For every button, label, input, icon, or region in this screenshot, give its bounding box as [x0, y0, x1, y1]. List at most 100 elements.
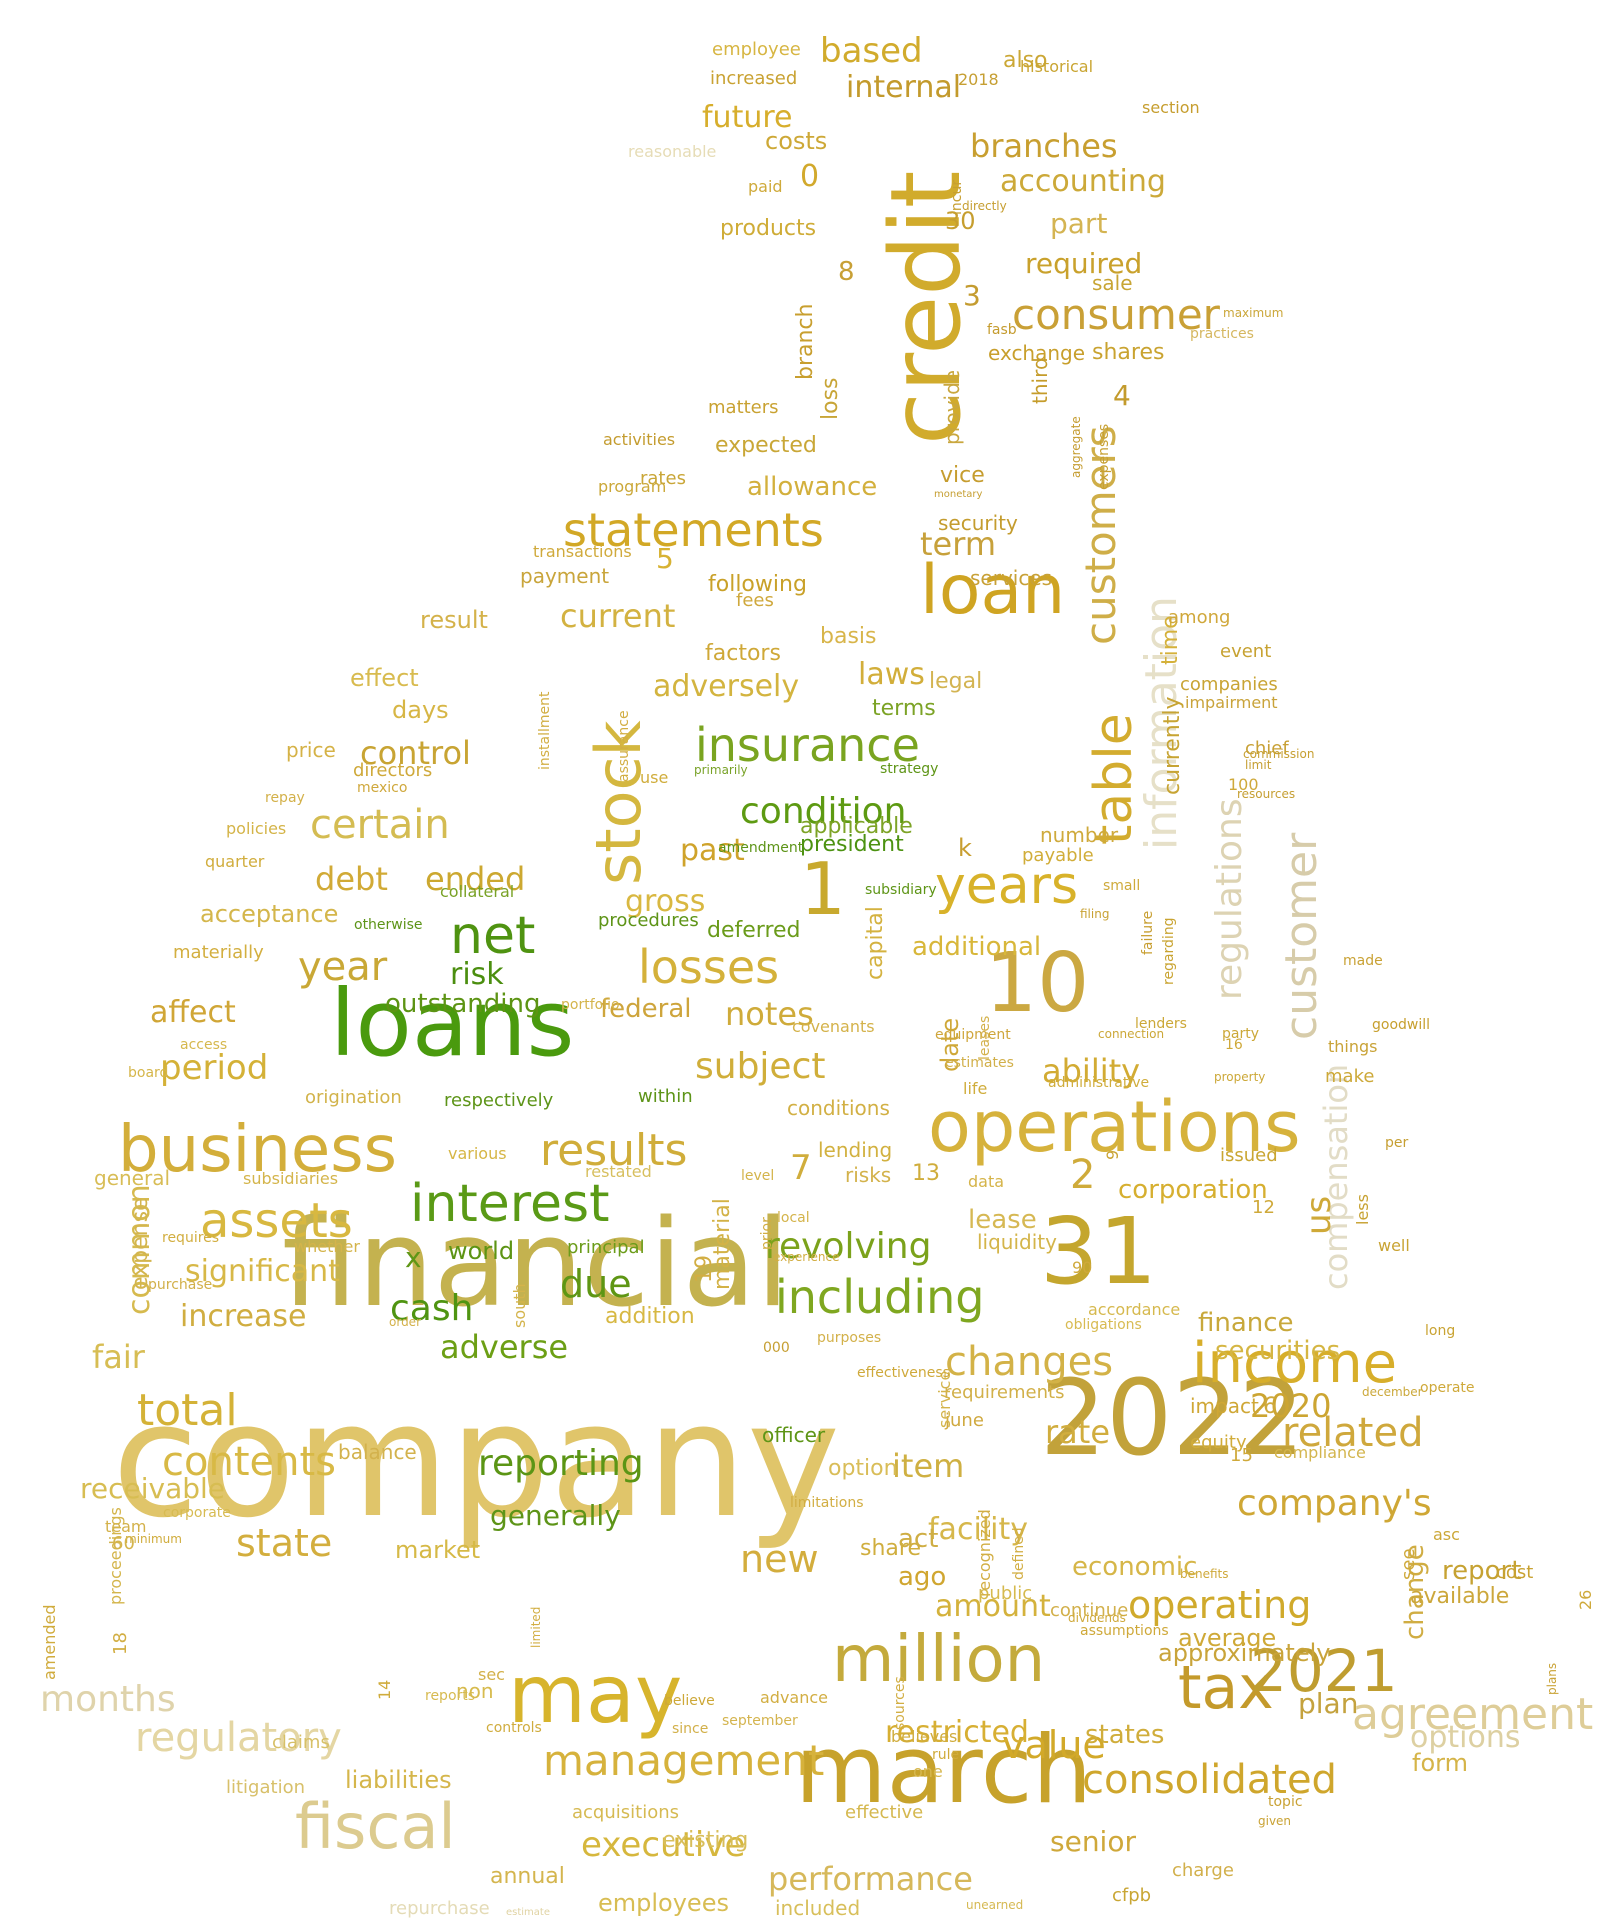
- word-total: total: [137, 1385, 238, 1436]
- word-see: see: [1398, 1548, 1419, 1580]
- word-litigation: litigation: [226, 1777, 305, 1798]
- word-term: term: [920, 525, 996, 563]
- word-cash: cash: [390, 1288, 474, 1329]
- word-third: third: [1028, 357, 1052, 404]
- word-dividends: dividends: [1068, 1611, 1126, 1625]
- word-adversely: adversely: [653, 669, 800, 704]
- word-directly: directly: [962, 199, 1007, 213]
- word-expenses: expenses: [1096, 423, 1112, 490]
- word-interest: interest: [410, 1174, 610, 1234]
- word-10: 10: [985, 936, 1090, 1031]
- word-securities: securities: [1215, 1336, 1341, 1366]
- word-proceedings: proceedings: [106, 1507, 125, 1605]
- word-amount: amount: [935, 1589, 1051, 1624]
- word-2018: 2018: [958, 70, 999, 89]
- word-past: past: [680, 833, 745, 868]
- word-estimates: estimates: [945, 1055, 1014, 1071]
- word-plan: plan: [1298, 1687, 1359, 1720]
- word-report: report: [1442, 1556, 1522, 1586]
- word-effect: effect: [350, 664, 419, 692]
- word-origination: origination: [305, 1087, 402, 1108]
- word-loan: loan: [920, 551, 1066, 630]
- word-economic: economic: [1072, 1552, 1198, 1582]
- word-life: life: [963, 1079, 988, 1098]
- word-historical: historical: [1020, 57, 1094, 76]
- word-local: local: [777, 1210, 810, 1226]
- word-fair: fair: [92, 1338, 145, 1376]
- word-new: new: [740, 1537, 819, 1581]
- word-corporate: corporate: [163, 1505, 231, 1521]
- word-average: average: [1178, 1624, 1277, 1652]
- word-tax: tax: [1178, 1653, 1274, 1723]
- word-asc: asc: [1433, 1525, 1460, 1544]
- word-subsidiary: subsidiary: [865, 882, 937, 898]
- word-lending: lending: [818, 1138, 893, 1162]
- word-purchase: purchase: [148, 1277, 213, 1293]
- word-2020: 2020: [1250, 1387, 1332, 1425]
- word-company-s: company's: [1237, 1483, 1432, 1524]
- word-assurance: assurance: [616, 710, 632, 782]
- word-limited: limited: [529, 1606, 543, 1648]
- word-federal: federal: [600, 994, 692, 1024]
- word-officer: officer: [762, 1423, 826, 1447]
- word-states: states: [1085, 1720, 1165, 1750]
- word-assets: assets: [200, 1193, 353, 1249]
- word-reporting: reporting: [478, 1443, 644, 1484]
- word-general: general: [94, 1166, 171, 1190]
- word-increase: increase: [180, 1299, 307, 1334]
- word-reports: reports: [425, 1688, 476, 1704]
- word-amended: amended: [40, 1604, 59, 1680]
- word-number: number: [1040, 823, 1119, 847]
- word-facility: facility: [928, 1512, 1028, 1547]
- word-consumer: consumer: [1012, 290, 1220, 339]
- word-installment: installment: [537, 691, 553, 770]
- word-primarily: primarily: [694, 763, 748, 777]
- word-december: december: [1362, 1385, 1423, 1399]
- word-debt: debt: [315, 860, 388, 898]
- word-limitations: limitations: [790, 1495, 864, 1511]
- word-3: 3: [963, 279, 981, 312]
- word-allowance: allowance: [747, 472, 878, 502]
- word-adverse: adverse: [440, 1328, 569, 1366]
- word-may: may: [508, 1648, 683, 1741]
- word-results: results: [540, 1125, 688, 1176]
- word-small: small: [1103, 878, 1141, 894]
- word-13: 13: [912, 1161, 940, 1186]
- word-directors: directors: [353, 760, 433, 781]
- word-following: following: [708, 572, 807, 597]
- word-services: services: [970, 566, 1053, 590]
- word-conditions: conditions: [787, 1096, 890, 1120]
- word-connection: connection: [1098, 1027, 1165, 1041]
- word-control: control: [360, 734, 471, 772]
- word-regulatory: regulatory: [135, 1715, 342, 1761]
- word-8: 8: [838, 257, 855, 287]
- word-annual: annual: [490, 1864, 565, 1889]
- word-net: net: [450, 906, 536, 966]
- word-mexico: mexico: [357, 780, 408, 796]
- word-certain: certain: [310, 802, 450, 848]
- word-goodwill: goodwill: [1372, 1017, 1431, 1033]
- word-days: days: [392, 696, 449, 724]
- word-30: 30: [945, 207, 976, 235]
- word-agreement: agreement: [1352, 1689, 1594, 1740]
- word-portfolio: portfolio: [561, 997, 620, 1013]
- word-legal: legal: [929, 669, 983, 694]
- word-program: program: [598, 477, 667, 496]
- word-employees: employees: [598, 1889, 729, 1917]
- word-18: 18: [110, 1632, 131, 1655]
- word-matters: matters: [708, 397, 779, 418]
- word-prior: prior: [759, 1217, 775, 1250]
- word-million: million: [832, 1623, 1046, 1697]
- word-5: 5: [656, 542, 674, 575]
- word-risks: risks: [845, 1163, 892, 1187]
- word-operate: operate: [1420, 1380, 1475, 1396]
- word-june: june: [945, 1410, 984, 1431]
- word-due: due: [560, 1262, 632, 1306]
- word-compensation: compensation: [1317, 1063, 1355, 1290]
- word-amendment: amendment: [718, 840, 804, 856]
- word-procedures: procedures: [598, 910, 699, 931]
- word-policies: policies: [226, 819, 287, 838]
- word-income: income: [1192, 1331, 1398, 1396]
- word-commission: commission: [1243, 747, 1315, 761]
- word-quarter: quarter: [205, 852, 265, 871]
